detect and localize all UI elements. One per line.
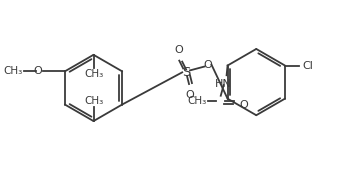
Text: CH₃: CH₃ <box>187 96 206 106</box>
Text: HN: HN <box>215 79 232 89</box>
Text: O: O <box>34 66 42 76</box>
Text: Cl: Cl <box>303 61 313 70</box>
Text: O: O <box>239 101 248 110</box>
Text: CH₃: CH₃ <box>4 66 23 76</box>
Text: O: O <box>203 60 212 70</box>
Text: CH₃: CH₃ <box>84 96 103 107</box>
Text: O: O <box>174 45 183 55</box>
Text: S: S <box>182 66 190 79</box>
Text: O: O <box>186 90 194 100</box>
Text: CH₃: CH₃ <box>84 69 103 79</box>
